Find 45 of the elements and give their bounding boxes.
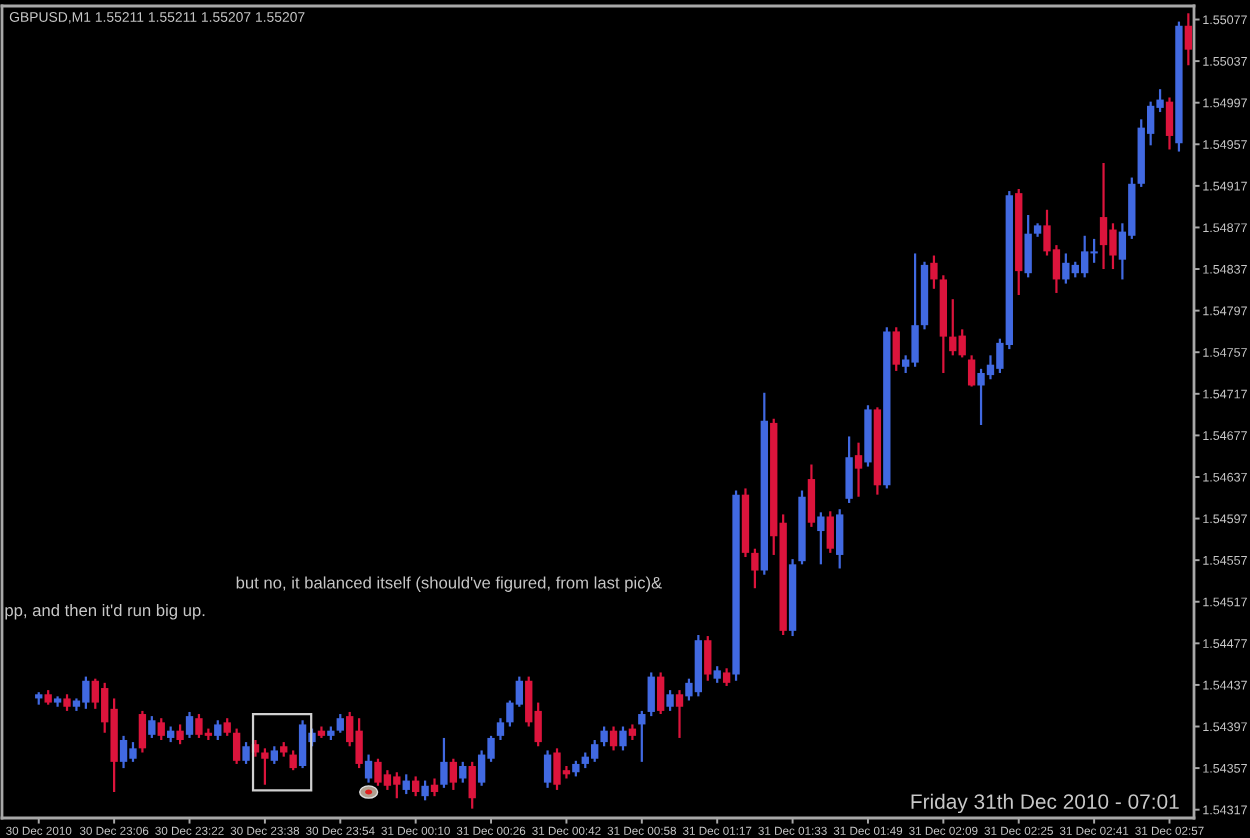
candlestick	[967, 354, 976, 388]
candlestick	[600, 725, 608, 748]
candlestick	[261, 747, 269, 786]
candlestick	[421, 779, 429, 802]
candlestick	[845, 435, 853, 505]
candlestick	[336, 712, 344, 734]
candlestick	[817, 511, 825, 566]
candlestick	[892, 326, 900, 373]
candlestick	[402, 773, 410, 796]
candlestick	[176, 723, 184, 746]
candlestick	[138, 709, 147, 754]
candlestick	[704, 634, 712, 682]
candlestick	[214, 719, 222, 742]
candlestick	[449, 757, 458, 792]
annotation: pp, and then it'd run big up.	[5, 603, 205, 620]
candlestick	[619, 725, 627, 752]
candlestick	[675, 689, 684, 740]
annotation: but no, it balanced itself (should've figured, from last pic)&	[236, 576, 662, 592]
candlestick	[656, 671, 665, 716]
candlestick	[807, 463, 816, 528]
candlestick	[1165, 96, 1174, 151]
candlestick	[289, 749, 297, 772]
candlestick	[411, 775, 420, 798]
candlestick	[157, 717, 165, 742]
candlestick	[751, 547, 759, 590]
candlestick	[496, 717, 505, 742]
candlestick	[543, 749, 552, 789]
candlestick	[148, 715, 156, 740]
candlestick	[930, 254, 938, 290]
candlestick	[468, 760, 476, 810]
candlestick	[364, 753, 373, 784]
candlestick	[232, 727, 241, 766]
candlestick	[826, 510, 834, 554]
candlestick	[242, 740, 250, 766]
candlestick	[185, 710, 194, 740]
candlestick	[459, 760, 467, 784]
candlestick	[1024, 213, 1032, 279]
candlestick	[609, 725, 618, 752]
candlestick	[647, 671, 655, 718]
candlestick	[854, 441, 863, 498]
candlestick	[666, 689, 674, 713]
annotation: Friday 31th Dec 2010 - 07:01	[911, 793, 1179, 814]
candlestick	[836, 508, 844, 570]
candlestick	[638, 709, 646, 763]
candlestick	[440, 736, 448, 789]
